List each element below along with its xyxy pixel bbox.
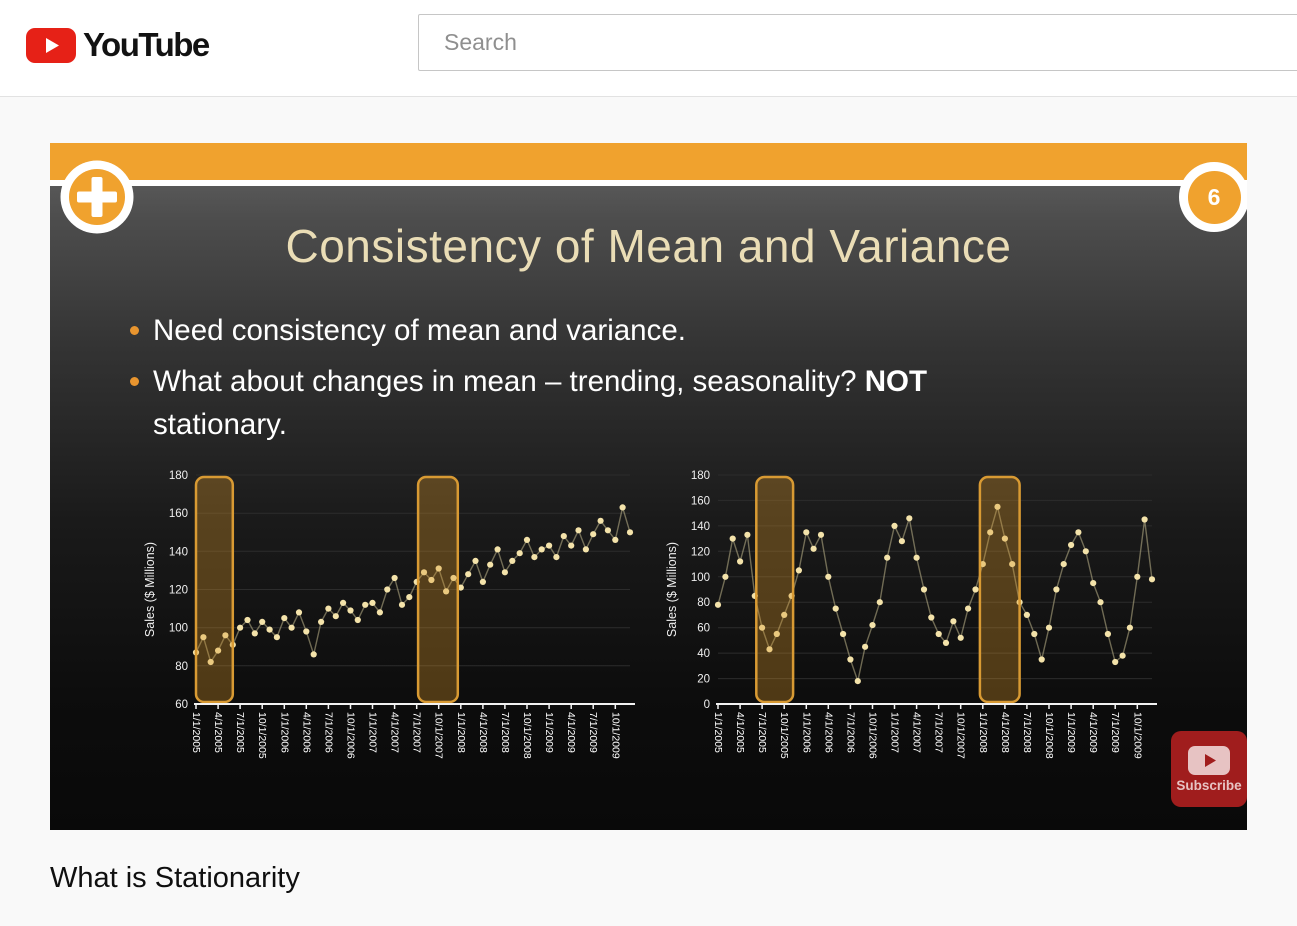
svg-text:160: 160 <box>169 508 188 520</box>
svg-text:4/1/2009: 4/1/2009 <box>1087 712 1099 753</box>
slide-number: 6 <box>1207 183 1221 210</box>
slide-title: Consistency of Mean and Variance <box>285 220 1012 272</box>
chart-seasonal-series: 0 20 40 60 80 100 120 140 160 180 Sales ($ Million… <box>662 465 1162 780</box>
video-player[interactable]: 6 Consistency of Mean and Variance Need … <box>50 143 1247 830</box>
bullet-item-1: Need consistency of mean and variance. <box>130 309 1153 352</box>
slide-banner <box>50 143 1247 180</box>
bullet-text-1: Need consistency of mean and variance. <box>153 314 686 347</box>
content-area: 6 Consistency of Mean and Variance Need … <box>0 97 1297 926</box>
svg-text:4/1/2005: 4/1/2005 <box>212 712 224 753</box>
svg-text:4/1/2007: 4/1/2007 <box>911 712 923 753</box>
video-title: What is Stationarity <box>50 862 300 894</box>
subscribe-button[interactable]: Subscribe <box>1171 731 1247 807</box>
svg-text:Sales ($ Millions): Sales ($ Millions) <box>665 542 679 637</box>
svg-text:Sales ($ Millions): Sales ($ Millions) <box>143 542 157 637</box>
svg-text:1/1/2007: 1/1/2007 <box>367 712 379 753</box>
svg-text:4/1/2008: 4/1/2008 <box>477 712 489 753</box>
svg-text:1/1/2006: 1/1/2006 <box>800 712 812 753</box>
svg-text:140: 140 <box>691 521 710 533</box>
svg-text:140: 140 <box>169 546 188 558</box>
svg-text:1/1/2007: 1/1/2007 <box>889 712 901 753</box>
svg-text:1/1/2005: 1/1/2005 <box>190 712 202 753</box>
youtube-logo[interactable]: YouTube <box>26 26 210 64</box>
svg-text:120: 120 <box>169 585 188 597</box>
svg-text:10/1/2006: 10/1/2006 <box>345 712 357 759</box>
svg-text:4/1/2006: 4/1/2006 <box>822 712 834 753</box>
bullet-item-2: What about changes in mean – trending, s… <box>130 360 1153 446</box>
svg-text:7/1/2007: 7/1/2007 <box>411 712 423 753</box>
svg-text:80: 80 <box>697 597 710 609</box>
bullet-list: Need consistency of mean and variance. W… <box>130 309 1153 454</box>
svg-text:10/1/2008: 10/1/2008 <box>1043 712 1055 759</box>
svg-text:80: 80 <box>175 661 188 673</box>
youtube-header: YouTube <box>0 0 1297 97</box>
svg-text:7/1/2005: 7/1/2005 <box>756 712 768 753</box>
svg-text:4/1/2005: 4/1/2005 <box>734 712 746 753</box>
svg-text:7/1/2009: 7/1/2009 <box>587 712 599 753</box>
svg-text:1/1/2006: 1/1/2006 <box>278 712 290 753</box>
bullet-text-2: What about changes in mean – trending, s… <box>153 365 928 441</box>
svg-text:7/1/2007: 7/1/2007 <box>933 712 945 753</box>
svg-text:10/1/2006: 10/1/2006 <box>867 712 879 759</box>
search-input[interactable] <box>418 14 1297 71</box>
svg-text:20: 20 <box>697 674 710 686</box>
svg-text:10/1/2005: 10/1/2005 <box>778 712 790 759</box>
slide-number-circle: 6 <box>1187 170 1241 224</box>
svg-text:60: 60 <box>697 623 710 635</box>
svg-text:7/1/2006: 7/1/2006 <box>322 712 334 753</box>
bullet-dot-icon <box>130 326 139 335</box>
svg-text:100: 100 <box>169 623 188 635</box>
svg-text:7/1/2008: 7/1/2008 <box>1021 712 1033 753</box>
svg-text:4/1/2007: 4/1/2007 <box>389 712 401 753</box>
svg-text:0: 0 <box>704 699 710 711</box>
bullet-bold-text: NOT <box>864 365 928 398</box>
svg-text:1/1/2005: 1/1/2005 <box>712 712 724 753</box>
svg-text:1/1/2009: 1/1/2009 <box>1065 712 1077 753</box>
youtube-subscribe-icon <box>1188 745 1230 775</box>
svg-text:4/1/2009: 4/1/2009 <box>565 712 577 753</box>
svg-text:7/1/2008: 7/1/2008 <box>499 712 511 753</box>
slide-number-badge: 6 <box>1179 162 1247 232</box>
svg-text:1/1/2008: 1/1/2008 <box>455 712 467 753</box>
svg-text:4/1/2008: 4/1/2008 <box>999 712 1011 753</box>
svg-text:40: 40 <box>697 648 710 660</box>
subscribe-label: Subscribe <box>1176 777 1242 793</box>
svg-text:10/1/2008: 10/1/2008 <box>521 712 533 759</box>
bullet-dot-icon <box>130 377 139 386</box>
svg-text:10/1/2007: 10/1/2007 <box>433 712 445 759</box>
svg-text:60: 60 <box>175 699 188 711</box>
svg-text:1/1/2008: 1/1/2008 <box>977 712 989 753</box>
svg-text:7/1/2009: 7/1/2009 <box>1109 712 1121 753</box>
svg-text:7/1/2006: 7/1/2006 <box>844 712 856 753</box>
svg-text:10/1/2007: 10/1/2007 <box>955 712 967 759</box>
svg-text:10/1/2009: 10/1/2009 <box>609 712 621 759</box>
svg-text:100: 100 <box>691 572 710 584</box>
svg-text:10/1/2005: 10/1/2005 <box>256 712 268 759</box>
plus-icon <box>60 160 134 234</box>
chart-trending-series: 60 80 100 120 140 160 180 Sales ($ Millions) 1/1… <box>140 465 640 780</box>
svg-text:4/1/2006: 4/1/2006 <box>300 712 312 753</box>
slide-banner-divider <box>50 180 1247 186</box>
svg-text:7/1/2005: 7/1/2005 <box>234 712 246 753</box>
svg-text:180: 180 <box>169 470 188 482</box>
svg-text:180: 180 <box>691 470 710 482</box>
svg-text:120: 120 <box>691 546 710 558</box>
svg-text:10/1/2009: 10/1/2009 <box>1131 712 1143 759</box>
svg-text:160: 160 <box>691 495 710 507</box>
youtube-logo-text: YouTube <box>83 26 210 63</box>
svg-text:1/1/2009: 1/1/2009 <box>543 712 555 753</box>
youtube-play-icon <box>26 27 76 63</box>
